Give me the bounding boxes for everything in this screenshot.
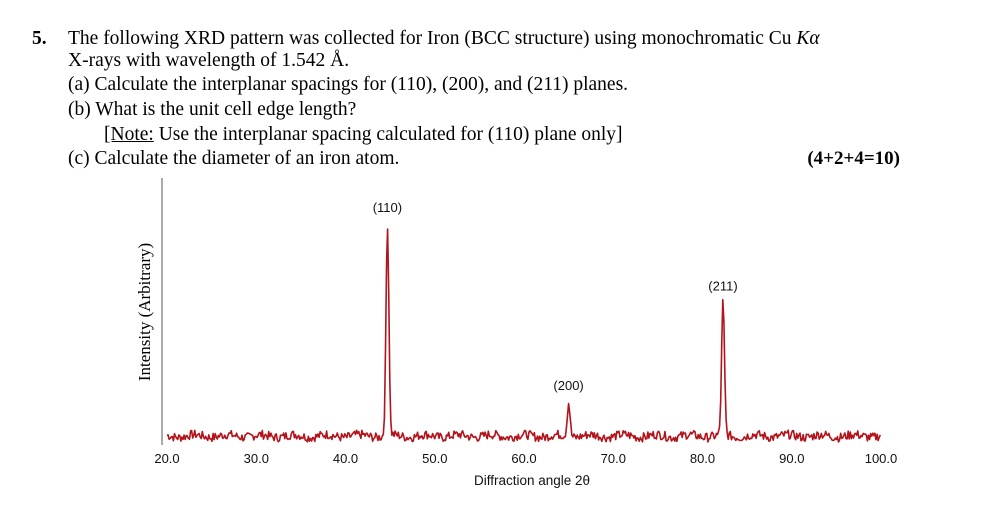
note-text: Use the interplanar spacing calculated f… [153,124,623,145]
question-text-1: The following XRD pattern was collected … [68,28,797,49]
x-tick-label: 50.0 [422,451,447,466]
xrd-pattern-line [166,228,882,443]
x-tick-label: 90.0 [779,451,804,466]
peak-label: (200) [553,378,583,393]
part-b: (b) What is the unit cell edge length? [68,99,357,120]
peak-label: (110) [373,200,402,215]
xrd-series-line [166,228,882,443]
x-tick-labels: 20.0 30.0 40.0 50.0 60.0 70.0 80.0 90.0 100.0 [154,451,897,466]
x-tick-label: 100.0 [865,451,898,466]
x-tick-label: 30.0 [244,451,269,466]
question-number: 5. [32,28,47,49]
part-c: (c) Calculate the diameter of an iron at… [68,148,400,169]
peak-label: (211) [708,278,737,293]
x-tick-label: 60.0 [511,451,536,466]
x-tick-label: 80.0 [690,451,715,466]
y-axis-label: Intensity (Arbitrary) [135,243,154,381]
question-line-2: X-rays with wavelength of 1.542 Å. [68,50,350,71]
x-tick-label: 70.0 [601,451,626,466]
x-axis-label: Diffraction angle 2θ [474,473,590,488]
question-line-1: 5. [32,28,47,50]
peak-labels: (110) (200) (211) [373,200,738,393]
question-text-1-italic: Kα [796,28,820,49]
question-line-1-text: The following XRD pattern was collected … [68,28,820,50]
x-tick-label: 40.0 [333,451,358,466]
note-label: [Note: [104,124,154,145]
part-a: (a) Calculate the interplanar spacings f… [68,74,629,95]
note: [Note: Use the interplanar spacing calcu… [104,124,623,146]
marks-allocation: (4+2+4=10) [807,148,900,169]
x-tick-label: 20.0 [154,451,179,466]
